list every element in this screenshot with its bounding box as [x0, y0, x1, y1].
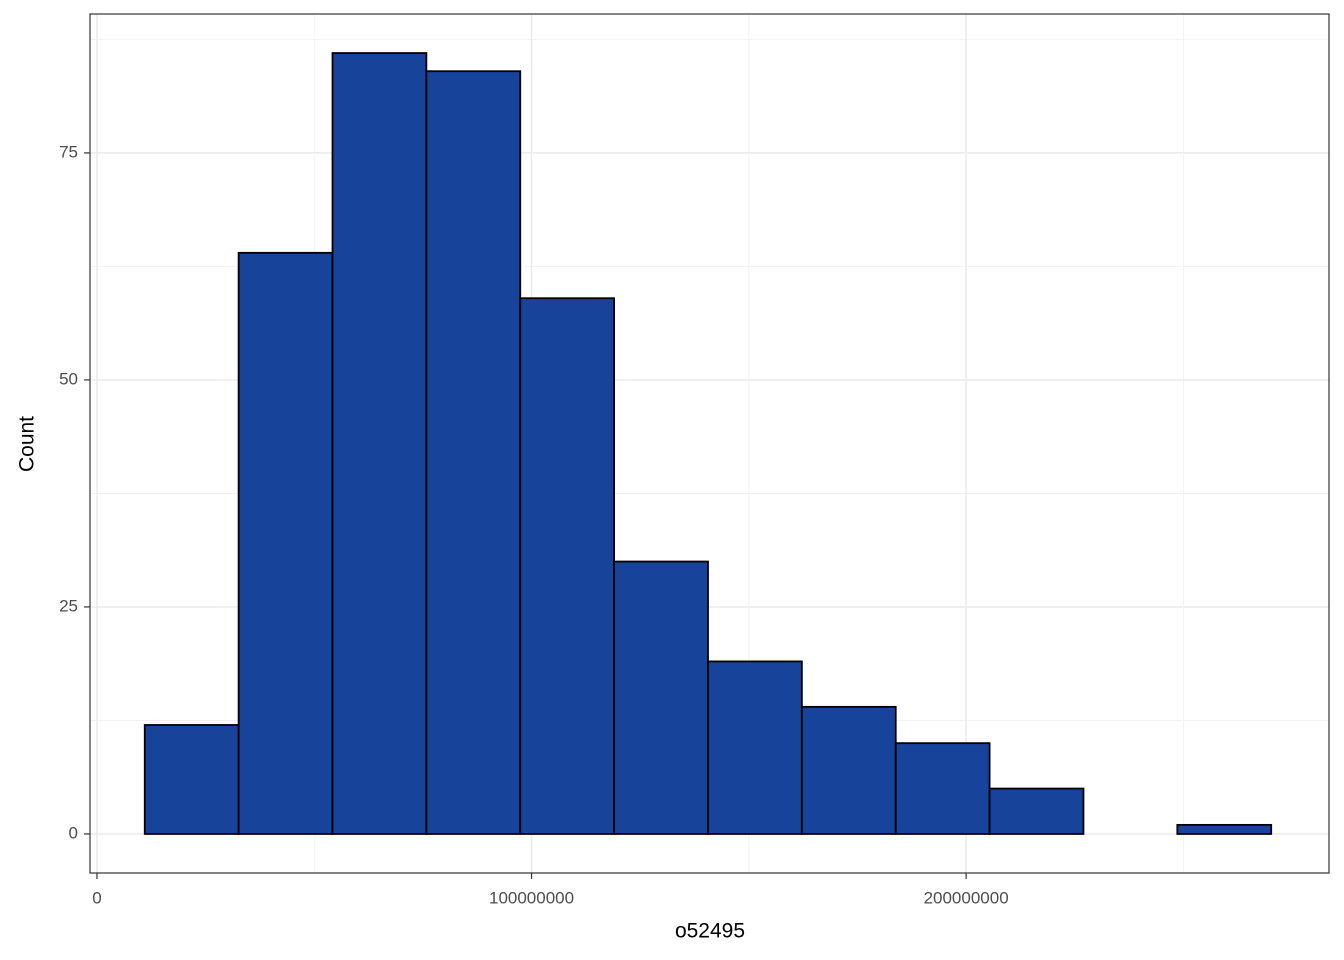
- plot-border: [89, 13, 1330, 874]
- bar: [425, 70, 522, 835]
- x-tick-label: 100000000: [489, 888, 574, 907]
- y-tick-label: 0: [69, 823, 78, 842]
- bar: [800, 705, 897, 835]
- x-axis-title: o52495: [675, 920, 745, 943]
- bar: [707, 660, 803, 835]
- bar: [237, 251, 334, 835]
- y-tick-label: 75: [59, 142, 78, 161]
- bar: [988, 787, 1085, 835]
- bar: [894, 742, 991, 835]
- bar: [519, 297, 616, 835]
- bar: [331, 52, 428, 835]
- bar: [1176, 823, 1273, 835]
- x-tick-label: 0: [92, 888, 101, 907]
- y-axis-title: Count: [16, 416, 39, 472]
- x-tick-label: 200000000: [924, 888, 1009, 907]
- y-tick-label: 50: [59, 369, 78, 388]
- bar: [143, 724, 240, 835]
- bar: [613, 560, 709, 835]
- y-tick-label: 25: [59, 596, 78, 615]
